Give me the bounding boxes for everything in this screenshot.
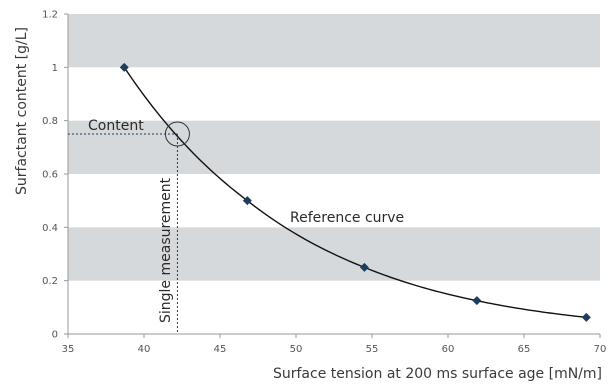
x-tick-label: 65	[518, 344, 531, 355]
data-point	[472, 296, 482, 306]
x-tick-labels: 35 40 45 50 55 60 65 70	[62, 344, 607, 355]
y-tick-label: 0.2	[42, 276, 58, 287]
x-tick-label: 60	[442, 344, 455, 355]
data-point	[359, 262, 369, 272]
guide-lines	[68, 133, 178, 334]
grid-band	[68, 120, 600, 174]
x-tick-label: 55	[366, 344, 379, 355]
axes	[64, 13, 601, 338]
y-axis-title: Surfactant content [g/L]	[14, 27, 30, 195]
y-tick-label: 0.8	[42, 116, 58, 127]
grid-band	[68, 14, 600, 68]
x-tick-label: 50	[290, 344, 303, 355]
y-tick-label: 0.6	[42, 170, 58, 181]
grid-bands	[68, 14, 600, 281]
y-tick-label: 0.4	[42, 223, 58, 234]
y-tick-labels: 0 0.2 0.4 0.6 0.8 1 1.2	[42, 10, 58, 341]
x-tick-label: 45	[214, 344, 227, 355]
data-point	[581, 312, 591, 322]
data-point	[242, 196, 252, 206]
annotation-content: Content	[88, 118, 144, 134]
x-tick-label: 35	[62, 344, 75, 355]
x-tick-label: 40	[138, 344, 151, 355]
y-tick-label: 0	[52, 330, 58, 341]
intersection-circle	[164, 121, 190, 147]
annotation-reference-curve: Reference curve	[290, 210, 404, 226]
y-tick-label: 1	[52, 63, 58, 74]
data-point	[119, 62, 129, 72]
annotation-single-measurement: Single measurement	[158, 177, 174, 323]
data-points	[119, 62, 591, 322]
y-tick-label: 1.2	[42, 10, 58, 21]
x-axis-title: Surface tension at 200 ms surface age [m…	[273, 366, 602, 382]
x-tick-label: 70	[594, 344, 607, 355]
